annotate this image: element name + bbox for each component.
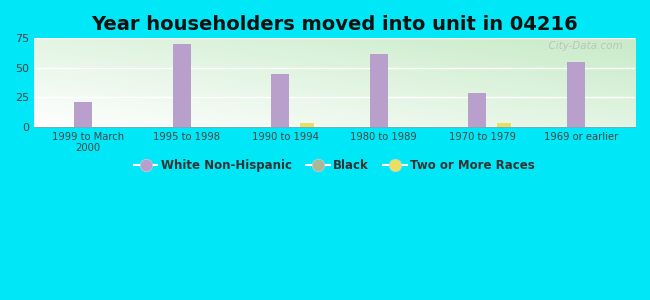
Bar: [370, 54, 387, 127]
Bar: [74, 102, 92, 127]
Bar: [567, 62, 585, 127]
Text: City-Data.com: City-Data.com: [542, 41, 623, 51]
Bar: [173, 44, 190, 127]
Legend: White Non-Hispanic, Black, Two or More Races: White Non-Hispanic, Black, Two or More R…: [134, 159, 535, 172]
Bar: [497, 123, 511, 127]
Bar: [300, 123, 314, 127]
Bar: [469, 93, 486, 127]
Bar: [272, 74, 289, 127]
Title: Year householders moved into unit in 04216: Year householders moved into unit in 042…: [91, 15, 578, 34]
